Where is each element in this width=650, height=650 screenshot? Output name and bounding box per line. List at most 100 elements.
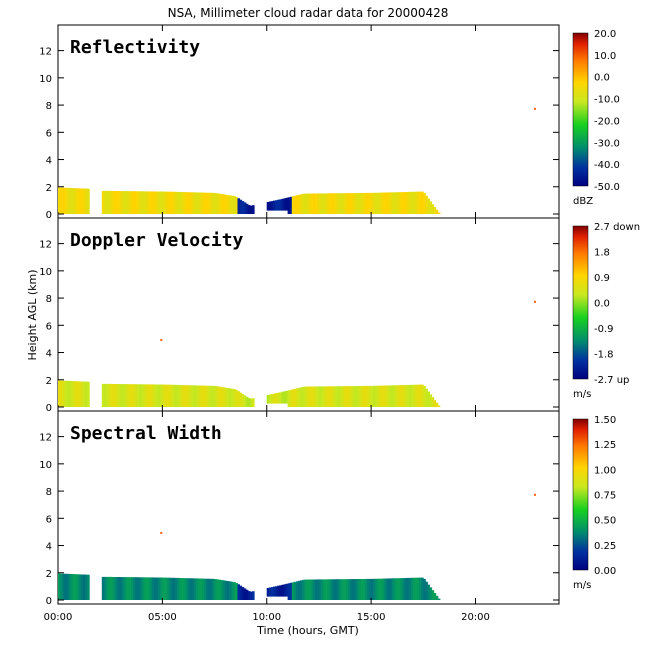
echo-column (229, 388, 232, 407)
echo-column (149, 384, 153, 407)
echo-column (392, 192, 395, 214)
echo-column (373, 578, 376, 600)
echo-point (533, 300, 536, 303)
echo-column (375, 385, 378, 407)
echo-column (341, 193, 345, 214)
echo-column (281, 198, 284, 211)
echo-column (435, 209, 439, 214)
echo-column (400, 578, 403, 600)
echo-column (250, 205, 253, 214)
echo-column (364, 385, 368, 407)
echo-column (396, 385, 399, 407)
panel-0: 0 2 4 6 8 10 12 Reflectivity 20.0 10.0 0.0 -10.0 -20… (39, 24, 620, 221)
echo-column (379, 192, 382, 214)
y-tick-label: 4 (46, 156, 52, 167)
echo-column (214, 579, 218, 600)
echo-column (172, 191, 176, 214)
echo-column (389, 192, 393, 214)
y-tick-label: 0 (46, 210, 52, 221)
echo-column (154, 577, 157, 600)
echo-column (126, 384, 130, 407)
echo-column (352, 386, 355, 407)
echo-column (316, 579, 320, 600)
echo-column (160, 577, 163, 600)
y-tick-label: 0 (46, 403, 52, 414)
echo-column (339, 579, 343, 600)
echo-column (385, 578, 389, 600)
echo-column (162, 191, 165, 214)
y-tick-label: 6 (46, 514, 52, 525)
echo-column (348, 579, 351, 600)
y-tick-label: 2 (46, 183, 52, 194)
echo-column (135, 384, 138, 407)
echo-column (306, 386, 309, 407)
echo-column (158, 384, 161, 407)
echo-column (383, 385, 387, 407)
echo-column (106, 383, 109, 407)
panel-frame (57, 24, 560, 219)
echo-column (212, 578, 215, 600)
echo-column (304, 193, 307, 214)
echo-column (199, 578, 203, 600)
x-tick-label: 15:00 (357, 612, 386, 623)
echo-column (412, 191, 416, 214)
echo-column (423, 578, 426, 600)
echo-column (222, 194, 226, 214)
echo-point (533, 493, 536, 496)
echo-column (279, 199, 282, 211)
y-tick-label: 6 (46, 128, 52, 139)
echo-column (398, 385, 401, 407)
echo-column (429, 394, 433, 407)
panel-title: Reflectivity (70, 37, 200, 58)
echo-column (383, 192, 387, 214)
echo-column (166, 577, 169, 600)
echo-column (369, 192, 372, 214)
colorbar-unit: m/s (573, 389, 591, 400)
echo-column (252, 398, 255, 407)
echo-column (114, 191, 117, 214)
echo-column (404, 578, 407, 600)
echo-column (233, 389, 236, 407)
echo-column (181, 385, 184, 407)
echo-column (327, 193, 330, 214)
echo-column (62, 380, 65, 407)
echo-column (360, 386, 364, 407)
echo-column (202, 192, 205, 214)
echo-column (103, 383, 107, 407)
echo-column (116, 384, 119, 407)
y-tick-label: 12 (39, 47, 52, 58)
echo-column (227, 581, 230, 600)
echo-column (270, 394, 274, 404)
echo-column (151, 577, 155, 600)
echo-column (197, 578, 201, 600)
echo-column (66, 380, 69, 407)
y-tick-label: 8 (46, 294, 52, 305)
echo-column (68, 187, 71, 214)
echo-column (202, 578, 205, 600)
echo-column (81, 381, 84, 407)
echo-column (354, 193, 357, 214)
echo-column (373, 385, 376, 407)
echo-column (195, 192, 199, 214)
echo-column (298, 194, 301, 214)
echo-column (344, 579, 347, 600)
echo-column (187, 578, 190, 600)
echo-column (277, 392, 280, 404)
echo-column (78, 381, 82, 407)
echo-column (199, 385, 203, 407)
echo-column (103, 576, 107, 600)
echo-column (151, 191, 155, 214)
echo-column (435, 402, 439, 407)
echo-column (389, 578, 393, 600)
echo-column (149, 577, 153, 600)
echo-column (366, 385, 370, 407)
echo-column (410, 384, 414, 407)
echo-column (358, 193, 362, 214)
echo-column (364, 578, 368, 600)
echo-column (243, 202, 247, 214)
echo-column (193, 385, 197, 407)
echo-column (321, 579, 324, 600)
echo-column (339, 193, 343, 214)
echo-column (421, 191, 424, 214)
echo-column (120, 577, 124, 600)
